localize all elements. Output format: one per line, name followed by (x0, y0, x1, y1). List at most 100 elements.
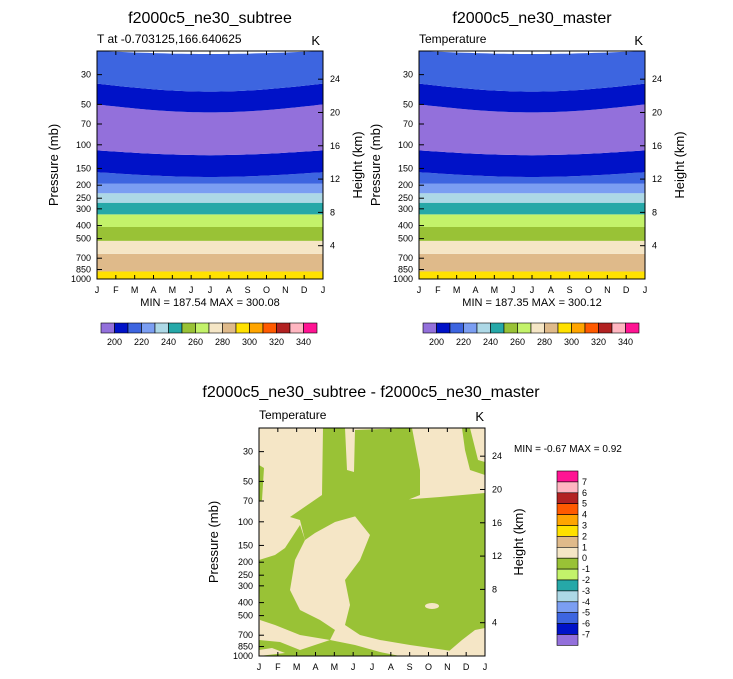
y-tick-label: 850 (238, 642, 253, 652)
colorbar-label: 340 (296, 337, 311, 347)
x-tick-label: J (530, 285, 535, 295)
colorbar-swatch (517, 322, 532, 334)
min-max-stats: MIN = -0.67 MAX = 0.92 (514, 444, 622, 455)
x-tick-label: M (491, 285, 499, 295)
colorbar-label: 320 (269, 337, 284, 347)
plot-area (259, 428, 485, 656)
negative-region (259, 525, 335, 640)
colorbar: 200 220 240 260 280 300 320 340 (100, 322, 318, 347)
colorbar-swatch (556, 492, 579, 504)
contour-band (419, 51, 645, 92)
y-tick-label: 250 (238, 570, 253, 580)
y-tick-label: 200 (238, 557, 253, 567)
colorbar-swatch (556, 481, 579, 494)
x-tick-label: A (472, 285, 478, 295)
colorbar-swatch (422, 322, 437, 334)
contour-band (97, 83, 323, 113)
colorbar-label: 220 (456, 337, 471, 347)
x-tick-label: J (95, 285, 100, 295)
x-tick-label: D (301, 285, 308, 295)
y-tick-label: 1000 (233, 651, 253, 661)
colorbar-swatch (584, 322, 599, 334)
y-tick-label: 850 (76, 265, 91, 275)
colorbar-swatch (556, 503, 579, 515)
y-tick-label: 50 (81, 99, 91, 109)
colorbar-swatch (556, 514, 579, 526)
colorbar-swatch (476, 322, 491, 334)
negative-region (290, 428, 420, 540)
y-right-tick-label: 12 (492, 551, 502, 561)
contour-band (97, 104, 323, 156)
colorbar-swatch (556, 590, 579, 603)
contour-band (97, 253, 323, 272)
colorbar-label: 220 (134, 337, 149, 347)
colorbar-swatch (168, 322, 183, 334)
x-tick-label: M (293, 662, 301, 672)
y-right-tick-label: 16 (492, 518, 502, 528)
colorbar-label: 280 (215, 337, 230, 347)
positive-region (259, 648, 285, 656)
contour-band (97, 172, 323, 184)
x-tick-label: A (388, 662, 394, 672)
x-tick-label: A (548, 285, 554, 295)
colorbar-swatch (463, 322, 478, 334)
colorbar-label: -7 (582, 630, 590, 640)
colorbar-label: 240 (483, 337, 498, 347)
colorbar-swatch (556, 634, 579, 646)
colorbar-label: 300 (242, 337, 257, 347)
colorbar-swatch (449, 322, 464, 334)
colorbar-swatch (556, 601, 579, 613)
y-tick-label: 1000 (393, 274, 413, 284)
y-tick-label: 100 (76, 140, 91, 150)
colorbar-swatch (303, 322, 318, 334)
x-tick-label: F (435, 285, 441, 295)
colorbar-label: 7 (582, 477, 587, 487)
contour-band (419, 214, 645, 227)
colorbar-label: 320 (591, 337, 606, 347)
y-right-tick-label: 4 (492, 618, 497, 628)
y-tick-label: 200 (398, 180, 413, 190)
y-tick-label: 150 (76, 163, 91, 173)
x-tick-label: O (425, 662, 432, 672)
colorbar-swatch (222, 322, 237, 334)
colorbar-swatch (556, 470, 579, 483)
y-right-tick-label: 12 (330, 174, 340, 184)
y-right-tick-label: 24 (492, 451, 502, 461)
y-right-tick-label: 8 (492, 584, 497, 594)
y-tick-label: 400 (238, 598, 253, 608)
contour-band (97, 214, 323, 227)
negative-region (462, 428, 485, 475)
y-tick-label: 150 (238, 540, 253, 550)
y-tick-label: 150 (398, 163, 413, 173)
y-tick-label: 300 (76, 204, 91, 214)
colorbar-label: -6 (582, 619, 590, 629)
colorbar-label: 200 (107, 337, 122, 347)
colorbar-swatch (262, 322, 277, 334)
colorbar-swatch (490, 322, 505, 334)
y-axis-right-label: Height (km) (672, 131, 687, 198)
y-right-tick-label: 24 (652, 74, 662, 84)
colorbar-label: 4 (582, 510, 587, 520)
y-right-tick-label: 16 (330, 141, 340, 151)
colorbar: 200 220 240 260 280 300 320 340 (422, 322, 640, 347)
x-tick-label: N (604, 285, 611, 295)
colorbar-swatch (556, 546, 579, 559)
y-right-tick-label: 20 (330, 107, 340, 117)
y-right-tick-label: 8 (652, 207, 657, 217)
colorbar-label: 3 (582, 521, 587, 531)
y-tick-label: 30 (403, 70, 413, 80)
x-tick-label: S (407, 662, 413, 672)
y-tick-label: 700 (398, 253, 413, 263)
y-axis-right-label: Height (km) (350, 131, 365, 198)
x-tick-label: F (275, 662, 281, 672)
panel-left-label: Temperature (419, 32, 487, 46)
y-tick-label: 250 (76, 193, 91, 203)
colorbar-swatch (503, 322, 518, 334)
y-tick-label: 30 (81, 70, 91, 80)
y-axis-label: Pressure (mb) (368, 124, 383, 206)
contour-band (419, 183, 645, 194)
y-tick-label: 850 (398, 265, 413, 275)
